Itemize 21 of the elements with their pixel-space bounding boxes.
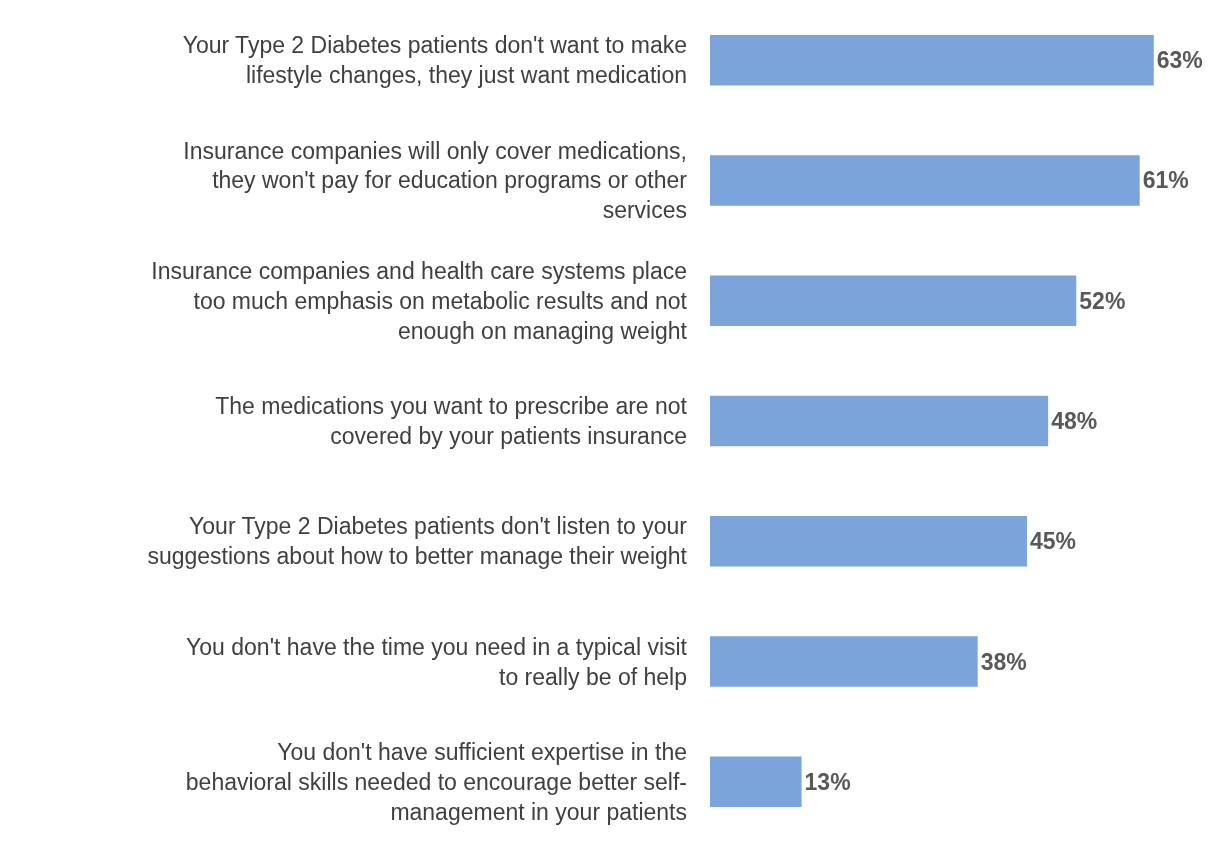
data-label: 38% [980,648,1027,675]
bar [710,34,1154,86]
bar [710,756,802,808]
bar [710,395,1049,447]
bar [710,275,1077,326]
y-tick-label: Your Type 2 Diabetes patients don't want to make lifestyle changes, they just want medication [182,32,687,89]
y-tick-label: The medications you want to prescribe are not covered by your patients insurance [215,393,688,449]
y-tick-label: Your Type 2 Diabetes patients don't listen to your suggestions about how to better manage their weight [147,513,688,570]
y-tick-label: Insurance companies will only cover medications, they won't pay for education programs or other services [183,137,688,224]
data-label: 45% [1029,528,1077,555]
data-label: 63% [1156,47,1203,74]
data-label: 61% [1142,167,1189,194]
y-tick-label: Insurance companies and health care systems place too much emphasis on metabolic results and not enough on managing weight [151,257,688,344]
data-label: 48% [1051,408,1098,434]
bar [710,636,978,687]
bar [710,516,1027,567]
data-label: 13% [804,768,851,795]
y-tick-label: You don't have the time you need in a typical visit to really be of help [186,633,688,690]
y-tick-label: You don't have sufficient expertise in the behavioral skills needed to encourage better self-management in your patients [185,739,687,825]
bar [710,155,1140,206]
data-label: 52% [1079,287,1126,314]
